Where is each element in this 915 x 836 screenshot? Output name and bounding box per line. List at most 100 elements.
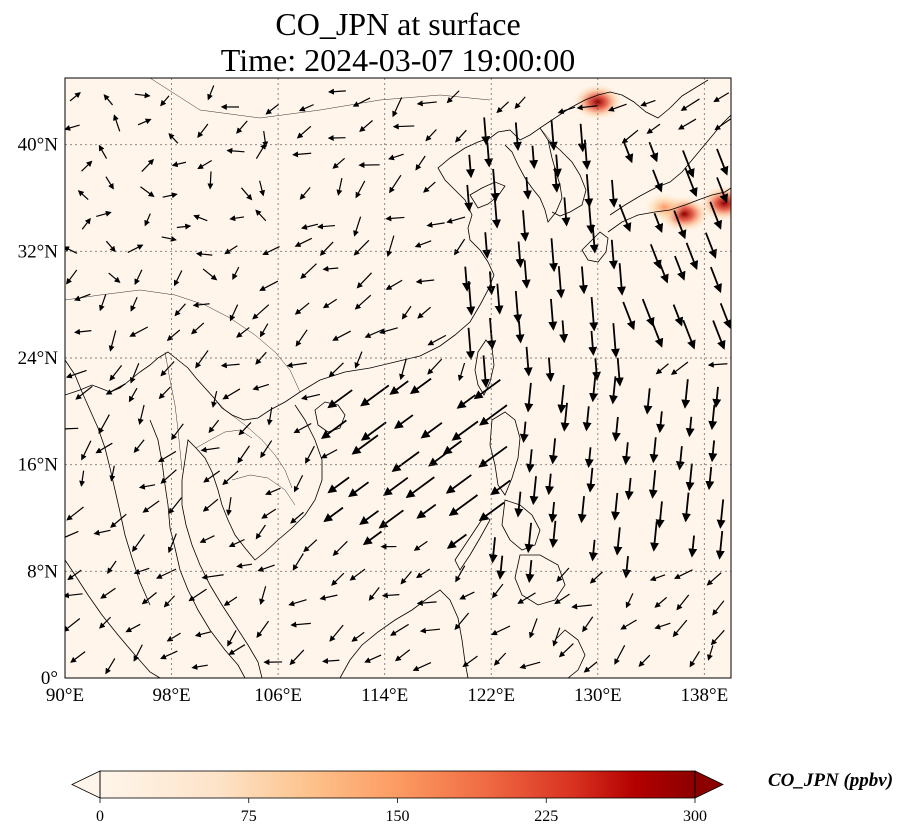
wind-arrow xyxy=(491,625,511,636)
wind-arrow xyxy=(353,239,370,256)
wind-arrow xyxy=(586,467,596,493)
wind-arrow xyxy=(591,358,601,381)
wind-arrow xyxy=(582,616,594,633)
wind-arrow xyxy=(141,158,155,172)
wind-arrow xyxy=(676,594,690,611)
wind-arrow xyxy=(454,238,466,256)
wind-arrow xyxy=(455,565,466,583)
wind-arrow xyxy=(66,269,78,285)
y-tick-label: 0° xyxy=(41,668,58,689)
wind-arrow xyxy=(355,180,366,199)
wind-arrow xyxy=(496,555,506,580)
wind-arrow xyxy=(202,498,219,512)
wind-arrow xyxy=(457,362,466,382)
wind-arrow xyxy=(108,272,121,283)
wind-arrow xyxy=(462,266,472,292)
wind-arrow xyxy=(649,437,659,464)
wind-arrow xyxy=(193,214,208,222)
wind-arrow xyxy=(141,592,157,605)
wind-arrow xyxy=(548,238,558,273)
wind-arrow xyxy=(105,240,116,253)
wind-arrow xyxy=(621,129,639,144)
wind-arrow xyxy=(93,529,111,536)
wind-arrow xyxy=(385,215,405,222)
wind-arrow xyxy=(478,501,505,522)
y-tick-labels: 0° 8°N 16°N 24°N 32°N 40°N xyxy=(18,135,59,689)
wind-arrow xyxy=(353,216,362,237)
wind-arrow xyxy=(705,466,715,491)
wind-arrow xyxy=(446,216,466,224)
wind-arrow xyxy=(130,362,140,384)
wind-arrow xyxy=(332,540,348,556)
wind-arrow xyxy=(158,386,171,400)
wind-arrow xyxy=(417,306,432,319)
wind-arrow xyxy=(255,209,267,222)
wind-arrow xyxy=(332,330,352,341)
wind-arrow xyxy=(620,619,637,630)
wind-arrow xyxy=(176,223,192,230)
wind-arrow xyxy=(513,290,523,324)
wind-arrow xyxy=(640,99,656,107)
wind-arrow xyxy=(202,268,218,281)
wind-arrow xyxy=(262,246,280,255)
wind-arrow xyxy=(158,450,177,463)
wind-arrow xyxy=(688,535,698,558)
wind-arrow xyxy=(70,651,86,663)
wind-arrow xyxy=(425,129,437,142)
gridlines xyxy=(65,78,731,678)
wind-arrow xyxy=(81,160,93,172)
wind-arrow xyxy=(624,477,634,501)
wind-arrow xyxy=(716,499,726,529)
wind-arrow xyxy=(203,470,221,483)
wind-arrow xyxy=(170,423,184,441)
wind-arrow xyxy=(481,117,491,146)
wind-arrow xyxy=(232,266,240,280)
wind-arrow xyxy=(557,384,567,414)
wind-arrow xyxy=(409,377,432,395)
wind-arrow xyxy=(69,92,81,102)
x-tick-label: 138°E xyxy=(681,685,729,706)
wind-arrow xyxy=(138,483,156,490)
wind-arrow xyxy=(359,120,373,133)
wind-arrow xyxy=(131,534,145,553)
wind-arrow xyxy=(456,394,476,409)
wind-arrow xyxy=(713,92,730,103)
wind-arrow xyxy=(317,223,335,230)
wind-arrow xyxy=(484,142,494,168)
wind-arrow xyxy=(385,279,403,290)
wind-arrow xyxy=(362,530,383,546)
wind-arrow xyxy=(294,302,310,315)
wind-arrow xyxy=(296,125,312,139)
wind-arrow xyxy=(192,301,210,308)
coastline-palawan xyxy=(454,514,491,571)
wind-arrow xyxy=(359,510,379,525)
wind-arrow xyxy=(105,176,114,190)
x-tick-label: 90°E xyxy=(46,685,84,706)
border-myanmar-thailand xyxy=(164,351,183,471)
wind-arrow xyxy=(709,201,722,230)
wind-arrow xyxy=(174,303,186,317)
wind-arrow xyxy=(517,592,536,604)
coastline-korea xyxy=(547,139,587,217)
wind-arrow xyxy=(161,235,177,242)
co-hotspot xyxy=(699,185,731,222)
wind-arrow xyxy=(613,527,623,556)
wind-arrow xyxy=(672,619,688,638)
wind-arrow xyxy=(682,319,696,350)
wind-arrow xyxy=(648,470,658,499)
wind-arrow xyxy=(319,241,334,256)
wind-arrow xyxy=(125,623,141,633)
wind-arrow xyxy=(459,591,475,600)
wind-arrow xyxy=(448,494,479,517)
colorbar-tick-label: 150 xyxy=(386,808,410,825)
wind-arrow xyxy=(354,351,363,369)
wind-arrow xyxy=(81,217,91,230)
wind-arrow xyxy=(100,587,116,599)
wind-arrow xyxy=(322,298,338,309)
wind-arrow xyxy=(389,380,409,395)
wind-arrow xyxy=(109,465,116,482)
wind-arrow xyxy=(195,350,209,369)
wind-arrow xyxy=(381,592,400,599)
x-tick-label: 122°E xyxy=(467,685,515,706)
map-background xyxy=(65,78,731,678)
